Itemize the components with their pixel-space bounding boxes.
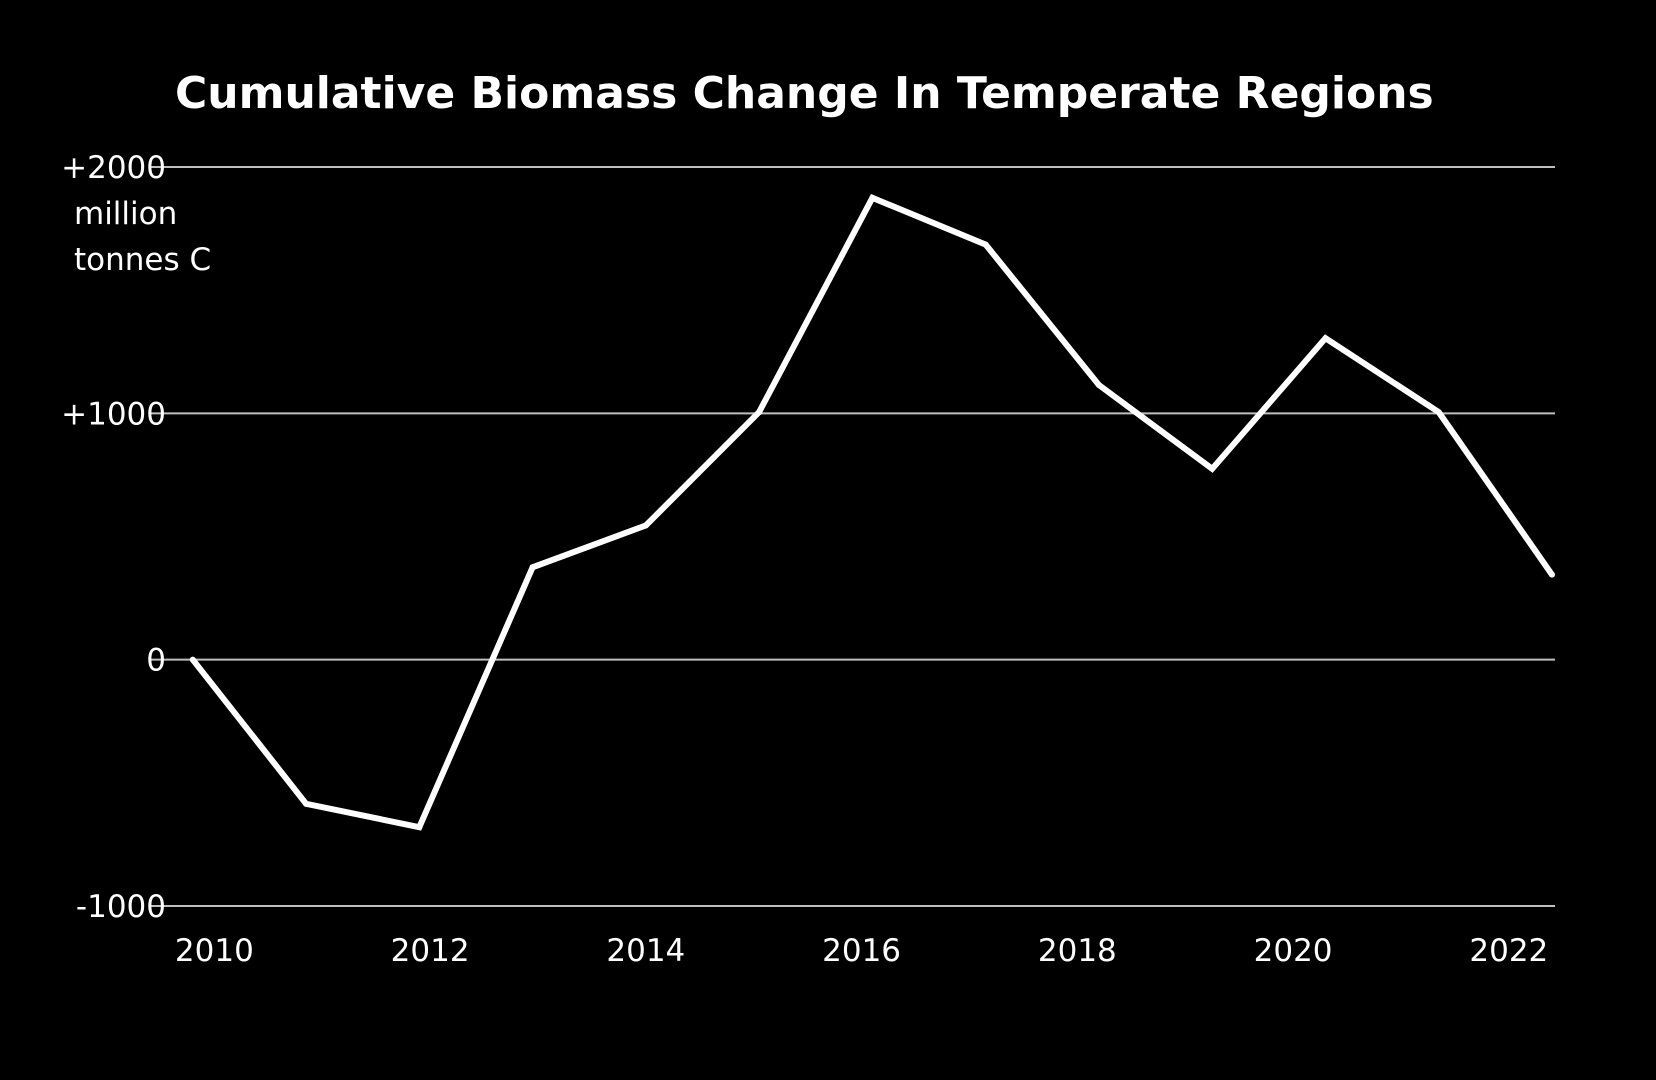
x-tick-label: 2010 <box>175 933 254 969</box>
data-point <box>1209 465 1216 472</box>
x-tick-label: 2014 <box>606 933 685 969</box>
data-point <box>982 241 989 248</box>
y-axis-tick-labels: +2000 +1000 0 -1000 <box>61 150 166 925</box>
y-tick-label: +1000 <box>61 396 166 432</box>
data-point <box>189 656 196 663</box>
x-axis-tick-labels: 2010 2012 2014 2016 2018 2020 2022 <box>175 933 1548 969</box>
x-tick-label: 2016 <box>822 933 901 969</box>
x-tick-label: 2020 <box>1254 933 1333 969</box>
data-point <box>529 564 536 571</box>
y-unit-label-line-1: million <box>74 196 177 232</box>
gridlines <box>150 166 1555 907</box>
data-point <box>303 800 310 807</box>
data-point <box>1322 335 1329 342</box>
data-point <box>1095 382 1102 389</box>
x-tick-label: 2022 <box>1469 933 1548 969</box>
data-point <box>756 409 763 416</box>
data-point <box>869 194 876 201</box>
data-point <box>1549 571 1555 578</box>
data-point <box>642 522 649 529</box>
chart-title: Cumulative Biomass Change In Temperate R… <box>175 68 1434 119</box>
x-tick-label: 2018 <box>1038 933 1117 969</box>
y-unit-label-line-2: tonnes C <box>74 242 211 278</box>
x-tick-label: 2012 <box>391 933 470 969</box>
y-tick-label: +2000 <box>61 150 166 186</box>
y-tick-label: 0 <box>146 643 166 679</box>
data-point <box>416 824 423 831</box>
data-point <box>1435 409 1442 416</box>
series-layer <box>189 193 1555 831</box>
y-tick-label: -1000 <box>76 889 166 925</box>
